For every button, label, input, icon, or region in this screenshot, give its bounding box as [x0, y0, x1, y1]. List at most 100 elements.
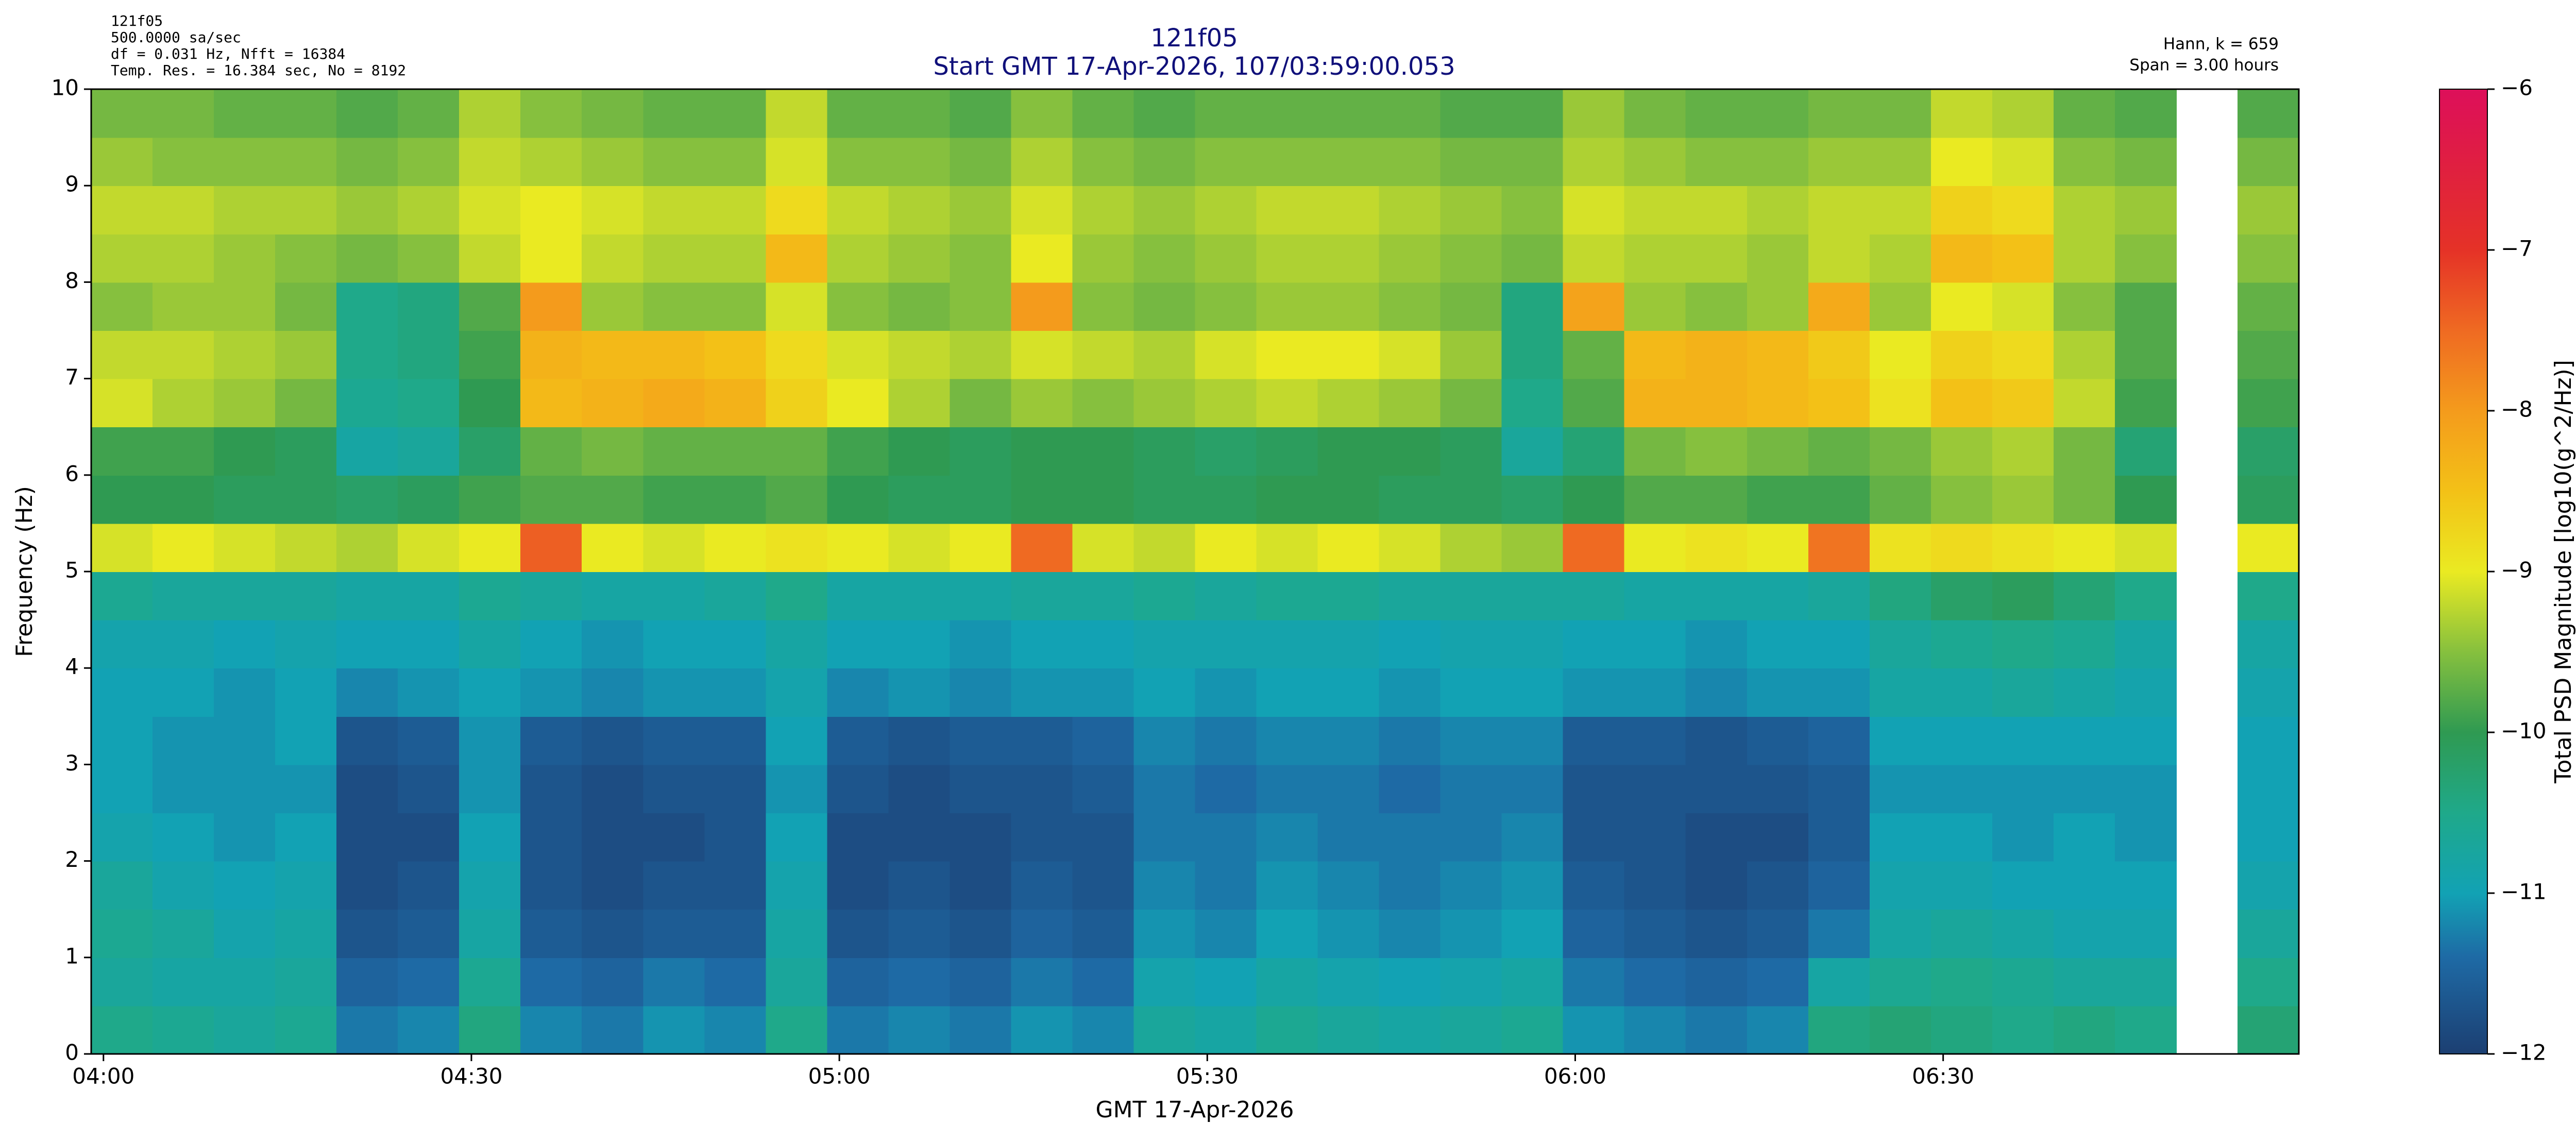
- psd-cell: [91, 330, 154, 379]
- psd-cell: [336, 813, 399, 862]
- psd-cell: [1624, 523, 1686, 572]
- psd-cell: [520, 909, 583, 958]
- x-tick-label: 05:00: [808, 1064, 871, 1089]
- psd-cell: [1256, 909, 1318, 958]
- colorbar-label: Total PSD Magnitude [log10(g^2/Hz)]: [2550, 360, 2576, 784]
- psd-cell: [2114, 619, 2177, 669]
- psd-cell: [1624, 427, 1686, 476]
- psd-cell: [1379, 427, 1441, 476]
- psd-cell: [950, 957, 1012, 1007]
- psd-cell: [1501, 330, 1564, 379]
- psd-cell: [152, 813, 215, 862]
- psd-cell: [91, 282, 154, 331]
- psd-cell: [766, 137, 828, 187]
- psd-cell: [1011, 619, 1073, 669]
- psd-cell: [336, 1005, 399, 1054]
- psd-cell: [1011, 909, 1073, 958]
- psd-cell: [214, 378, 276, 428]
- psd-cell: [2237, 378, 2299, 428]
- psd-cell: [827, 282, 889, 331]
- psd-cell: [582, 427, 644, 476]
- psd-cell: [1563, 1005, 1625, 1054]
- info-note: df = 0.031 Hz, Nfft = 16384: [111, 45, 345, 62]
- psd-cell: [1195, 716, 1257, 765]
- psd-cell: [643, 813, 705, 862]
- psd-cell: [1072, 909, 1134, 958]
- psd-cell: [1011, 861, 1073, 910]
- psd-cell: [1133, 572, 1196, 621]
- psd-cell: [1501, 523, 1564, 572]
- psd-cell: [1195, 668, 1257, 717]
- psd-cell: [520, 619, 583, 669]
- psd-cell: [643, 378, 705, 428]
- psd-cell: [336, 572, 399, 621]
- psd-cell: [1379, 764, 1441, 813]
- psd-cell: [91, 89, 154, 138]
- psd-cell: [1133, 716, 1196, 765]
- psd-cell: [459, 764, 521, 813]
- psd-cell: [1869, 137, 1931, 187]
- psd-cell: [275, 378, 337, 428]
- psd-cell: [1808, 957, 1870, 1007]
- psd-cell: [398, 716, 460, 765]
- psd-cell: [2053, 186, 2115, 234]
- psd-cell: [582, 523, 644, 572]
- psd-cell: [152, 668, 215, 717]
- psd-cell: [888, 813, 951, 862]
- psd-cell: [1563, 427, 1625, 476]
- psd-cell: [643, 427, 705, 476]
- psd-cell: [1317, 186, 1380, 234]
- psd-cell: [2114, 957, 2177, 1007]
- psd-cell: [152, 619, 215, 669]
- psd-cell: [1256, 137, 1318, 187]
- psd-cell: [1501, 764, 1564, 813]
- psd-cell: [1992, 89, 2054, 138]
- psd-cell: [2053, 427, 2115, 476]
- psd-cell: [1685, 1005, 1748, 1054]
- psd-cell: [1011, 378, 1073, 428]
- x-tick-label: 05:30: [1176, 1064, 1239, 1089]
- psd-cell: [1072, 233, 1134, 283]
- psd-cell: [1992, 330, 2054, 379]
- psd-cell: [888, 523, 951, 572]
- psd-cell: [1992, 427, 2054, 476]
- psd-cell: [1133, 764, 1196, 813]
- psd-cell: [336, 330, 399, 379]
- psd-cell: [704, 137, 767, 187]
- psd-cell: [1501, 282, 1564, 331]
- psd-cell: [643, 137, 705, 187]
- psd-cell: [1011, 282, 1073, 331]
- psd-cell: [2237, 813, 2299, 862]
- psd-cell: [1072, 523, 1134, 572]
- psd-cell: [1624, 668, 1686, 717]
- psd-cell: [1869, 427, 1931, 476]
- psd-cell: [275, 427, 337, 476]
- psd-cell: [1195, 137, 1257, 187]
- psd-cell: [582, 1005, 644, 1054]
- psd-cell: [1072, 716, 1134, 765]
- psd-cell: [520, 282, 583, 331]
- psd-cell: [1195, 523, 1257, 572]
- psd-cell: [1747, 137, 1809, 187]
- psd-cell: [1501, 427, 1564, 476]
- psd-cell: [1011, 1005, 1073, 1054]
- psd-cell: [1501, 475, 1564, 524]
- psd-cell: [1685, 716, 1748, 765]
- psd-cell: [1563, 186, 1625, 234]
- psd-cell: [275, 764, 337, 813]
- psd-cell: [1930, 233, 1993, 283]
- psd-cell: [1808, 475, 1870, 524]
- psd-cell: [1747, 909, 1809, 958]
- psd-cell: [1992, 764, 2054, 813]
- psd-cell: [459, 813, 521, 862]
- psd-cell: [1133, 668, 1196, 717]
- psd-cell: [91, 523, 154, 572]
- psd-cell: [152, 427, 215, 476]
- psd-cell: [1930, 716, 1993, 765]
- psd-cell: [643, 957, 705, 1007]
- psd-cell: [1379, 523, 1441, 572]
- psd-cell: [1992, 909, 2054, 958]
- psd-cell: [1072, 861, 1134, 910]
- psd-cell: [2114, 668, 2177, 717]
- psd-cell: [1624, 89, 1686, 138]
